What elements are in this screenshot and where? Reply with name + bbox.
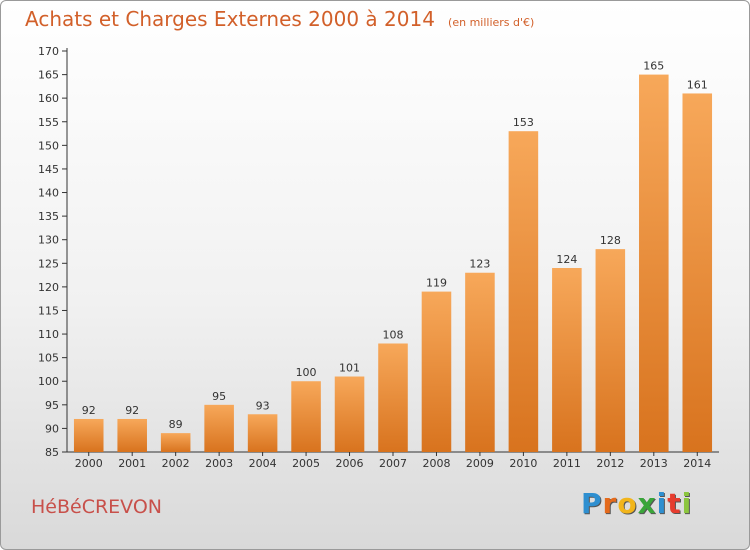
bar	[247, 414, 278, 452]
bar-value-label: 89	[169, 418, 183, 431]
x-tick-label: 2007	[379, 457, 407, 470]
chart-axes: 85 90 95 100 105 110 115 120 125 130 135 140 145 150 1…	[38, 45, 719, 470]
logo-letter: i	[656, 487, 668, 520]
y-tick-label: 95	[45, 399, 59, 412]
x-tick-label: 2012	[596, 457, 624, 470]
bar-value-label: 93	[256, 399, 270, 412]
y-tick-label: 130	[38, 234, 59, 247]
y-tick-label: 150	[38, 139, 59, 152]
x-tick-label: 2001	[118, 457, 146, 470]
bar	[378, 343, 408, 452]
x-tick-label: 2002	[162, 457, 190, 470]
bar	[73, 418, 104, 452]
bar	[117, 418, 147, 452]
logo-letter: x	[637, 487, 657, 520]
logo-letter: o	[617, 487, 638, 520]
logo-letter: r	[602, 487, 618, 520]
chart-title-main: Achats et Charges Externes 2000 à 2014	[25, 7, 435, 31]
bar-value-label: 95	[212, 390, 226, 403]
y-tick-label: 165	[38, 69, 59, 82]
chart-title: Achats et Charges Externes 2000 à 2014 (…	[25, 7, 534, 31]
y-tick-label: 115	[38, 304, 59, 317]
y-tick-label: 145	[38, 163, 59, 176]
x-tick-label: 2014	[683, 457, 711, 470]
logo-letter: P	[581, 487, 603, 520]
y-tick-label: 160	[38, 92, 59, 105]
bar-value-label: 101	[339, 362, 360, 375]
y-tick-label: 170	[38, 45, 59, 58]
y-tick-label: 110	[38, 328, 59, 341]
bar-value-label: 124	[556, 253, 577, 266]
chart-subtitle: (en milliers d'€)	[448, 16, 535, 29]
y-tick-label: 100	[38, 375, 59, 388]
y-tick-label: 90	[45, 422, 59, 435]
bar	[465, 272, 495, 452]
y-tick-label: 155	[38, 116, 59, 129]
proxiti-logo: Proxiti	[581, 487, 692, 520]
bar-value-label: 153	[513, 116, 534, 129]
x-tick-label: 2010	[509, 457, 537, 470]
x-tick-label: 2011	[553, 457, 581, 470]
bar	[595, 249, 626, 452]
y-tick-label: 85	[45, 446, 59, 459]
x-tick-label: 2003	[205, 457, 233, 470]
y-tick-label: 105	[38, 352, 59, 365]
x-tick-label: 2008	[422, 457, 450, 470]
x-tick-label: 2013	[640, 457, 668, 470]
x-tick-label: 2009	[466, 457, 494, 470]
bar-value-label: 128	[600, 234, 621, 247]
commune-name: HéBéCREVON	[31, 496, 163, 518]
y-tick-label: 125	[38, 257, 59, 270]
bar	[204, 404, 234, 452]
bar-value-label: 119	[426, 277, 447, 290]
x-tick-label: 2004	[249, 457, 277, 470]
bar-value-label: 165	[643, 60, 664, 73]
bar	[291, 381, 321, 452]
bar	[552, 268, 582, 452]
x-tick-label: 2005	[292, 457, 320, 470]
bar-value-label: 92	[125, 404, 139, 417]
bar	[639, 74, 669, 453]
logo-letter: t	[667, 487, 682, 520]
bar-value-label: 161	[687, 78, 708, 91]
bar	[508, 131, 539, 452]
x-tick-label: 2006	[336, 457, 364, 470]
bar	[682, 93, 713, 452]
y-tick-label: 135	[38, 210, 59, 223]
y-tick-label: 140	[38, 187, 59, 200]
x-tick-label: 2000	[75, 457, 103, 470]
bar-value-label: 92	[82, 404, 96, 417]
bar-value-label: 108	[383, 328, 404, 341]
chart-bars: 92 92 89 95 93 100 101 108 119 123 153 124 128 165 161	[73, 60, 713, 453]
y-tick-label: 120	[38, 281, 59, 294]
bar-value-label: 100	[296, 366, 317, 379]
bar	[334, 376, 365, 452]
bar	[160, 433, 191, 452]
logo-letter: i	[681, 487, 693, 520]
bar	[421, 291, 452, 452]
bar-value-label: 123	[469, 258, 490, 271]
